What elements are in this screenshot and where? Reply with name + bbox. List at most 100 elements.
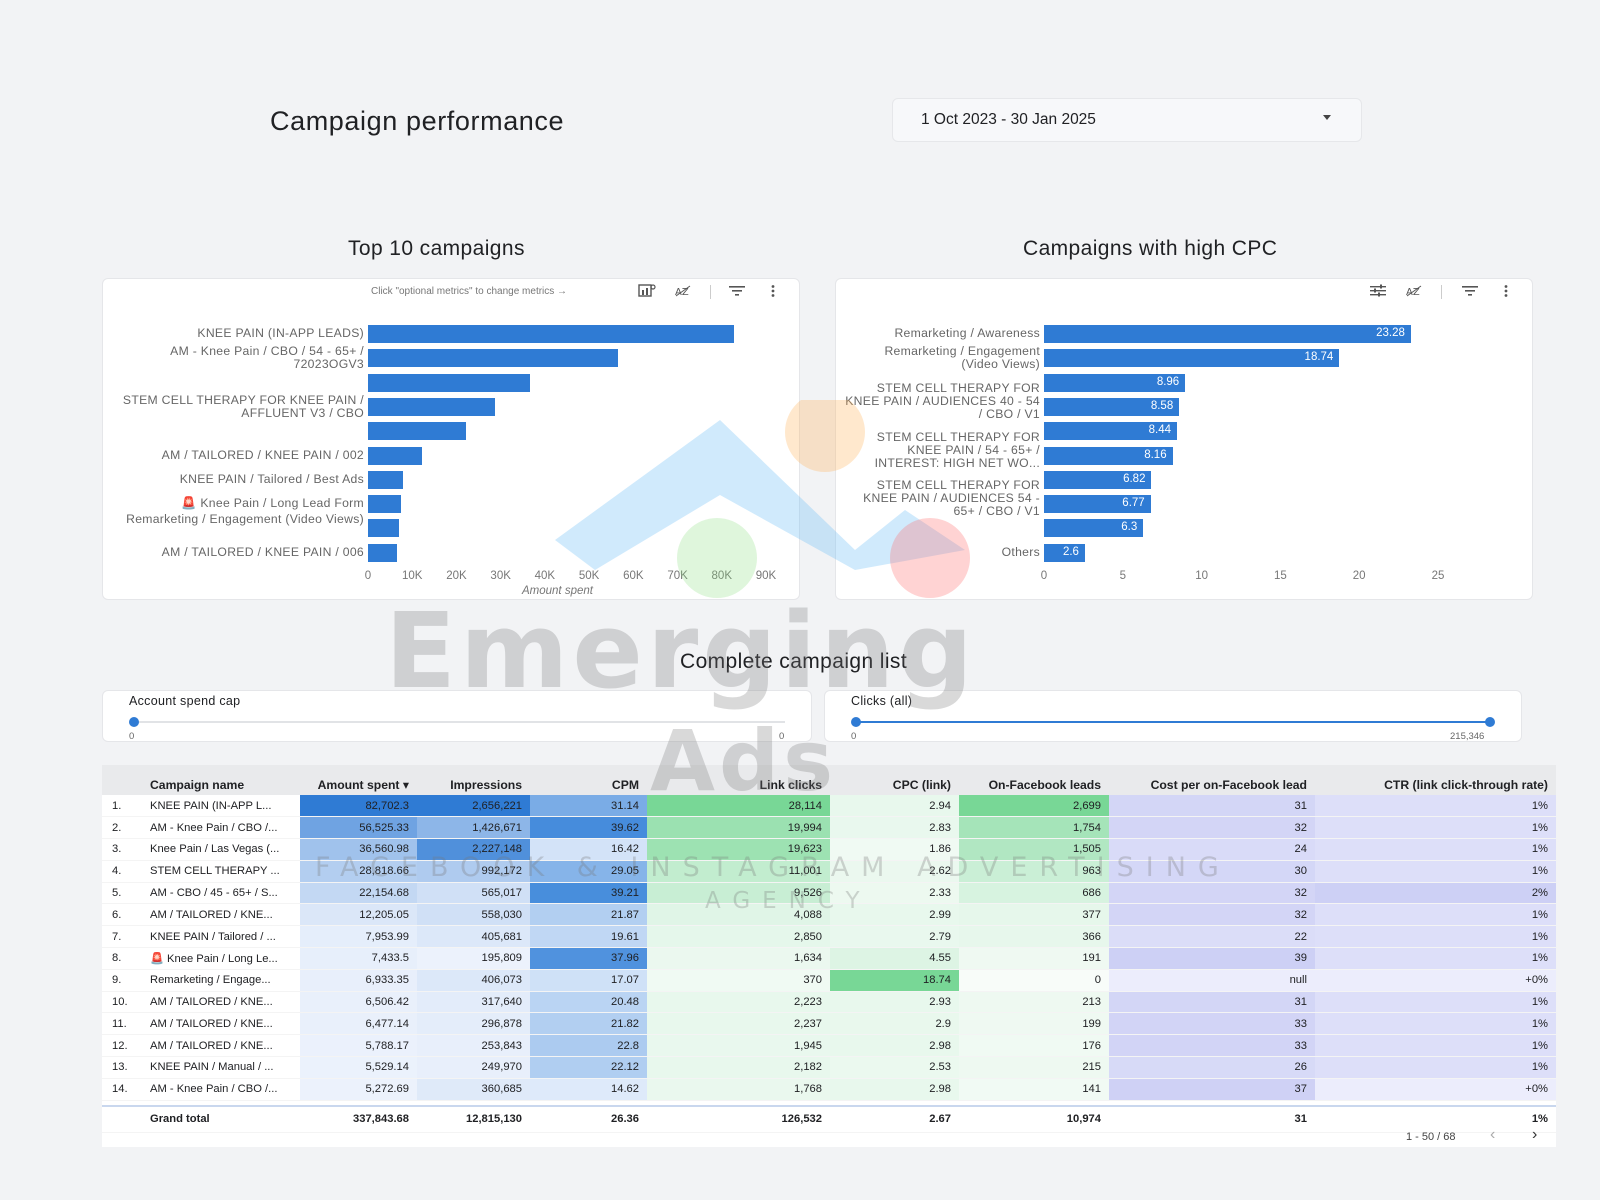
col-cost-per-lead[interactable]: Cost per on-Facebook lead [1109,765,1315,795]
cell-cpc-link: 2.94 [830,795,959,818]
cell-campaign-name: AM / TAILORED / KNE... [142,903,300,927]
clicks-track[interactable] [855,721,1491,723]
x-tick-label: 90K [755,570,777,582]
cell-link-clicks: 9,526 [647,882,830,905]
bar[interactable] [1044,349,1340,368]
table-row[interactable]: 5. AM - CBO / 45 - 65+ / S... 22,154.68 565… [102,882,1556,905]
cell-amount-spent: 28,818.66 [300,860,417,883]
cell-link-clicks: 370 [647,969,830,992]
grand-total-cost-per-lead: 31 [1109,1105,1315,1133]
cell-cpc-link: 18.74 [830,969,959,992]
bar[interactable] [1044,422,1177,441]
cell-cpm: 37.96 [530,947,647,970]
date-range-picker[interactable]: 1 Oct 2023 - 30 Jan 2025 [892,98,1362,142]
optional-metrics-icon[interactable] [637,283,657,299]
chevron-down-icon [1323,115,1331,120]
bar[interactable] [368,543,397,562]
bar-value-label: 23.28 [1376,327,1405,339]
bar[interactable] [1044,470,1152,489]
grand-total-fb-leads: 10,974 [959,1105,1109,1133]
cell-fb-leads: 377 [959,903,1109,927]
clicks-max: 215,346 [1450,731,1485,742]
cell-impressions: 360,685 [417,1078,530,1101]
bar-value-label: 6.3 [1121,521,1138,534]
x-tick-label: 30K [490,570,511,582]
sort-az-icon[interactable]: AZ [1404,283,1424,299]
cell-row-index: 14. [102,1078,142,1101]
col-index [102,765,142,795]
col-cpm[interactable]: CPM [530,765,647,795]
table-header-row: Campaign name Amount spent ▾ Impressions… [102,765,1556,795]
clicks-min-handle[interactable] [851,717,861,727]
col-cpc-link[interactable]: CPC (link) [830,765,959,795]
table-row[interactable]: 7. KNEE PAIN / Tailored / ... 7,953.99 405,… [102,925,1556,949]
table-row[interactable]: 13. KNEE PAIN / Manual / ... 5,529.14 249,9… [102,1056,1556,1079]
table-row[interactable]: 12. AM / TAILORED / KNE... 5,788.17 253,843… [102,1034,1556,1058]
cell-cost-per-lead: 32 [1109,816,1315,840]
bar[interactable] [1044,543,1085,562]
bar[interactable] [368,495,401,514]
bar[interactable] [368,325,734,343]
cell-fb-leads: 191 [959,947,1109,970]
table-row[interactable]: 9. Remarketing / Engage... 6,933.35 406,073… [102,969,1556,992]
spend-cap-track[interactable] [133,721,785,723]
sort-desc-icon: ▾ [402,778,409,792]
bar[interactable] [368,373,530,392]
table-row[interactable]: 11. AM / TAILORED / KNE... 6,477.14 296,878… [102,1012,1556,1036]
filter-icon[interactable] [1460,283,1480,299]
cell-fb-leads: 0 [959,969,1109,992]
cell-amount-spent: 82,702.3 [300,795,417,818]
cell-campaign-name: KNEE PAIN / Manual / ... [142,1056,300,1079]
table-row[interactable]: 6. AM / TAILORED / KNE... 12,205.05 558,030… [102,903,1556,927]
bar[interactable] [1044,495,1151,514]
drill-icon[interactable] [1368,283,1388,299]
x-tick-label: 80K [711,570,732,582]
table-row[interactable]: 1. KNEE PAIN (IN-APP L... 82,702.3 2,656,22… [102,795,1556,818]
col-link-clicks[interactable]: Link clicks [647,765,830,795]
bar-value-label: 8.96 [1156,375,1180,388]
col-amount-spent-label: Amount spent [317,778,400,792]
table-row[interactable]: 14. AM - Knee Pain / CBO /... 5,272.69 360,… [102,1078,1556,1101]
bar[interactable] [368,422,466,441]
col-impressions[interactable]: Impressions [417,765,530,795]
more-vert-icon[interactable] [1496,283,1516,299]
table-row[interactable]: 10. AM / TAILORED / KNE... 6,506.42 317,640… [102,991,1556,1014]
col-campaign-name[interactable]: Campaign name [142,765,300,795]
more-vert-icon[interactable] [763,283,783,299]
cell-campaign-name: AM - Knee Pain / CBO /... [142,816,300,840]
bar[interactable] [368,519,399,538]
bar[interactable] [1044,325,1411,343]
col-amount-spent[interactable]: Amount spent ▾ [300,765,417,795]
x-tick-label: 0 [1040,570,1048,582]
cell-fb-leads: 366 [959,925,1109,949]
bar[interactable] [368,397,496,416]
col-fb-leads[interactable]: On-Facebook leads [959,765,1109,795]
cell-fb-leads: 686 [959,882,1109,905]
table-row[interactable]: 2. AM - Knee Pain / CBO /... 56,525.33 1,42… [102,816,1556,840]
bar[interactable] [1044,373,1186,392]
cell-cpm: 19.61 [530,925,647,949]
filter-icon[interactable] [727,283,747,299]
x-tick-label: 0 [364,570,372,582]
bar[interactable] [1044,446,1173,465]
spend-cap-min-handle[interactable] [129,717,139,727]
col-ctr[interactable]: CTR (link click-through rate) [1315,765,1556,795]
table-row[interactable]: 4. STEM CELL THERAPY ... 28,818.66 992,172 2… [102,860,1556,883]
cell-row-index: 9. [102,969,142,992]
cell-ctr: 1% [1315,816,1556,840]
bar[interactable] [368,349,618,368]
table-row[interactable]: 8. 🚨 Knee Pain / Long Le... 7,433.5 195,809… [102,947,1556,970]
bar[interactable] [1044,397,1180,416]
clicks-max-handle[interactable] [1485,717,1495,727]
watermark-line1: Emerging [385,590,977,712]
next-page-icon[interactable]: › [1532,1126,1538,1143]
table-row[interactable]: 3. Knee Pain / Las Vegas (... 36,560.98 2,2… [102,838,1556,861]
bar[interactable] [1044,519,1144,538]
bar[interactable] [368,470,404,489]
cell-amount-spent: 56,525.33 [300,816,417,840]
sort-az-icon[interactable]: AZ [673,283,693,299]
cell-ctr: 1% [1315,1012,1556,1036]
cell-amount-spent: 7,953.99 [300,925,417,949]
prev-page-icon[interactable]: ‹ [1490,1126,1496,1143]
bar[interactable] [368,446,422,465]
